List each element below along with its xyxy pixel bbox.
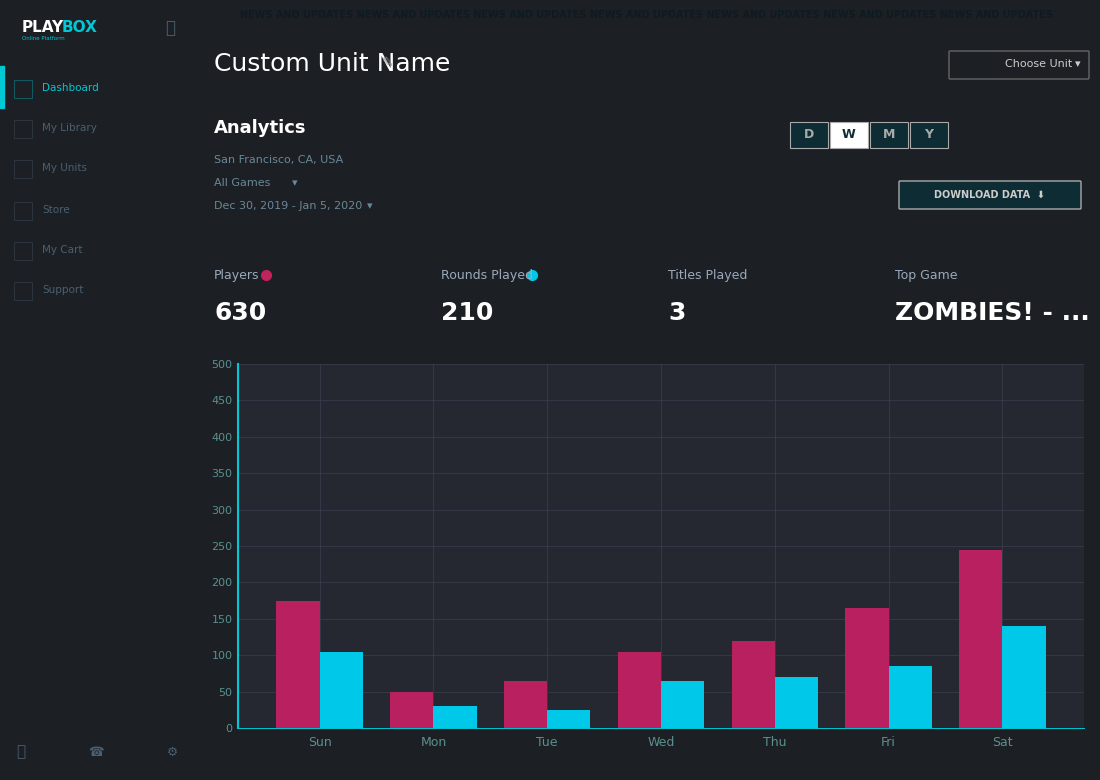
Bar: [889, 666, 932, 728]
Bar: [433, 706, 476, 728]
Bar: [14, 242, 32, 260]
Bar: [870, 122, 907, 148]
Text: ZOMBIES! - ...: ZOMBIES! - ...: [895, 301, 1090, 325]
Text: ▾: ▾: [1075, 59, 1080, 69]
Text: ⏻: ⏻: [16, 744, 25, 760]
Text: Online Platform: Online Platform: [22, 36, 65, 41]
Bar: [504, 681, 547, 728]
Bar: [732, 640, 774, 728]
Text: Rounds Played: Rounds Played: [441, 270, 534, 282]
Bar: [830, 122, 868, 148]
Text: ✎: ✎: [382, 56, 394, 70]
Text: My Cart: My Cart: [42, 245, 82, 255]
Text: ▾: ▾: [367, 201, 373, 211]
Bar: [1002, 626, 1045, 728]
Text: Choose Unit: Choose Unit: [1005, 59, 1072, 69]
Text: ▾: ▾: [292, 178, 298, 188]
Text: ⌕: ⌕: [165, 19, 175, 37]
Bar: [14, 120, 32, 138]
Text: ⚙: ⚙: [166, 746, 177, 758]
FancyBboxPatch shape: [899, 181, 1081, 209]
FancyBboxPatch shape: [949, 51, 1089, 79]
Bar: [14, 80, 32, 98]
Bar: [320, 651, 363, 728]
Bar: [774, 677, 818, 728]
Text: San Francisco, CA, USA: San Francisco, CA, USA: [214, 155, 343, 165]
Bar: [14, 160, 32, 178]
Text: DOWNLOAD DATA  ⬇: DOWNLOAD DATA ⬇: [935, 190, 1045, 200]
Bar: [618, 651, 661, 728]
Bar: [661, 681, 704, 728]
Text: Store: Store: [42, 205, 69, 215]
Text: M: M: [883, 129, 895, 141]
Text: Support: Support: [42, 285, 84, 295]
Bar: [14, 202, 32, 220]
Bar: [547, 710, 591, 728]
Text: Players: Players: [214, 270, 260, 282]
Bar: [14, 282, 32, 300]
Text: BOX: BOX: [62, 20, 98, 36]
Text: PLAY: PLAY: [22, 20, 64, 36]
Text: Analytics: Analytics: [214, 119, 307, 137]
Bar: [845, 608, 889, 728]
Text: 3: 3: [668, 301, 685, 325]
Text: Top Game: Top Game: [895, 270, 957, 282]
Text: W: W: [843, 129, 856, 141]
Bar: [959, 550, 1002, 728]
Text: D: D: [804, 129, 814, 141]
Text: Custom Unit Name: Custom Unit Name: [214, 52, 450, 76]
Bar: [790, 122, 828, 148]
Text: My Library: My Library: [42, 123, 97, 133]
Bar: [276, 601, 320, 728]
Bar: [910, 122, 948, 148]
Text: My Units: My Units: [42, 163, 87, 173]
Text: Y: Y: [924, 129, 934, 141]
Text: ☎: ☎: [88, 746, 103, 758]
Text: NEWS AND UPDATES NEWS AND UPDATES NEWS AND UPDATES NEWS AND UPDATES NEWS AND UPD: NEWS AND UPDATES NEWS AND UPDATES NEWS A…: [240, 10, 1053, 20]
Text: 210: 210: [441, 301, 494, 325]
Text: Dashboard: Dashboard: [42, 83, 99, 93]
Text: 630: 630: [214, 301, 266, 325]
Text: Titles Played: Titles Played: [668, 270, 747, 282]
Bar: [390, 692, 433, 728]
Bar: [0, 66, 4, 108]
Text: Dec 30, 2019 - Jan 5, 2020: Dec 30, 2019 - Jan 5, 2020: [214, 201, 362, 211]
Text: All Games: All Games: [214, 178, 271, 188]
